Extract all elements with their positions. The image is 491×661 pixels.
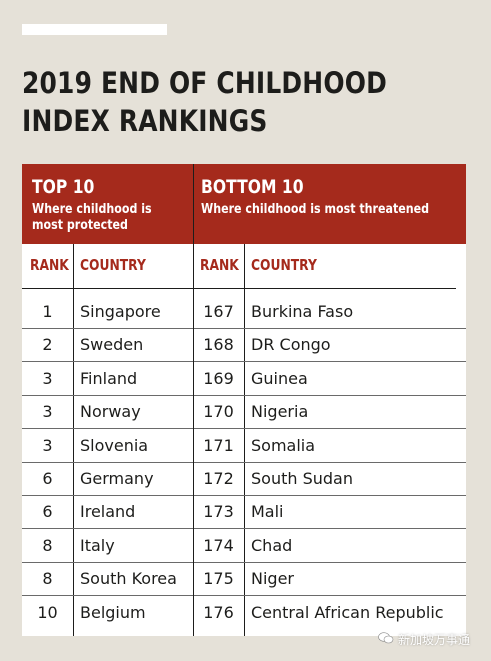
top10-rank-cell: 10 [37, 602, 58, 622]
row-divider [194, 528, 466, 530]
bottom10-country-cell: Somalia [251, 435, 316, 455]
bottom10-country-cell: Burkina Faso [251, 302, 354, 321]
top10-country-cell: Norway [80, 402, 141, 422]
top10-country-cell: Singapore [80, 302, 161, 321]
top10-country-cell: South Korea [80, 569, 177, 589]
top10-subtitle-line-1: Where childhood is [32, 201, 152, 217]
bottom10-subtitle: Where childhood is most threatened [201, 201, 430, 217]
column-header-rule [22, 288, 456, 289]
bottom10-country-cell: Mali [251, 502, 284, 522]
row-divider [22, 528, 193, 530]
table-header-band [22, 164, 466, 244]
top10-rank-cell: 2 [42, 335, 53, 355]
top-accent-bar [22, 24, 167, 35]
wechat-icon [378, 632, 394, 647]
top10-col-country: COUNTRY [80, 256, 146, 274]
watermark: 新加坡万事通 [378, 631, 470, 648]
divider-center [193, 164, 195, 636]
row-divider [22, 328, 193, 329]
title-line-2: INDEX RANKINGS [22, 104, 268, 138]
top10-subtitle-line-2: most protected [32, 217, 128, 233]
bottom10-heading: BOTTOM 10 [201, 176, 304, 198]
bottom10-rank-cell: 167 [203, 302, 234, 321]
row-divider [22, 461, 193, 463]
bottom10-rank-cell: 173 [203, 502, 234, 522]
bottom10-rank-cell: 169 [203, 368, 234, 388]
row-divider [194, 361, 466, 363]
top10-country-cell: Ireland [80, 502, 136, 522]
top10-rank-cell: 3 [42, 368, 53, 388]
divider-left-rank [73, 244, 75, 636]
bottom10-rank-cell: 174 [203, 535, 234, 555]
bottom10-country-cell: DR Congo [251, 335, 331, 355]
bottom10-country-cell: Central African Republic [251, 602, 444, 622]
bottom10-country-cell: Guinea [251, 368, 308, 388]
row-divider [22, 561, 193, 563]
top10-rank-cell: 1 [42, 302, 53, 321]
row-divider [194, 394, 466, 396]
bottom10-col-rank: RANK [200, 256, 239, 274]
row-divider [194, 561, 466, 563]
divider-right-rank [244, 244, 246, 636]
rankings-table: TOP 10 Where childhood is most protected… [22, 164, 466, 636]
top10-heading: TOP 10 [32, 176, 95, 198]
title-line-1: 2019 END OF CHILDHOOD [22, 66, 387, 100]
bottom10-rank-cell: 175 [203, 569, 234, 589]
top10-header: TOP 10 Where childhood is most protected [32, 175, 192, 233]
bottom10-country-cell: South Sudan [251, 469, 353, 488]
watermark-text: 新加坡万事通 [398, 633, 471, 647]
bottom10-rank-cell: 168 [203, 335, 234, 355]
bottom10-country-cell: Chad [251, 535, 293, 555]
bottom10-header: BOTTOM 10 Where childhood is most threat… [201, 175, 471, 217]
top10-rank-cell: 3 [42, 435, 53, 455]
bottom10-rank-cell: 170 [203, 402, 234, 422]
top10-rank-cell: 8 [42, 535, 53, 555]
row-divider [194, 495, 466, 496]
row-divider [22, 428, 193, 430]
top10-subtitle: Where childhood is most protected [32, 201, 163, 233]
row-divider [22, 495, 193, 496]
top10-country-cell: Belgium [80, 602, 146, 622]
top10-country-cell: Germany [80, 469, 154, 488]
top10-country-cell: Finland [80, 368, 138, 388]
row-divider [22, 361, 193, 363]
top10-col-rank: RANK [30, 256, 69, 274]
row-divider [194, 428, 466, 430]
bottom10-rank-cell: 172 [203, 469, 234, 488]
row-divider [22, 595, 193, 597]
bottom10-country-cell: Niger [251, 569, 294, 589]
row-divider [194, 595, 466, 597]
top10-rank-cell: 8 [42, 569, 53, 589]
row-divider [194, 328, 466, 329]
bottom10-rank-cell: 171 [203, 435, 234, 455]
bottom10-col-country: COUNTRY [251, 256, 317, 274]
row-divider [194, 461, 466, 463]
row-divider [22, 394, 193, 396]
top10-country-cell: Sweden [80, 335, 144, 355]
top10-rank-cell: 6 [42, 502, 53, 522]
top10-rank-cell: 6 [42, 469, 53, 488]
bottom10-rank-cell: 176 [203, 602, 234, 622]
bottom10-country-cell: Nigeria [251, 402, 309, 422]
top10-country-cell: Slovenia [80, 435, 149, 455]
top10-country-cell: Italy [80, 535, 115, 555]
top10-rank-cell: 3 [42, 402, 53, 422]
page-title: 2019 END OF CHILDHOOD INDEX RANKINGS [22, 64, 400, 140]
